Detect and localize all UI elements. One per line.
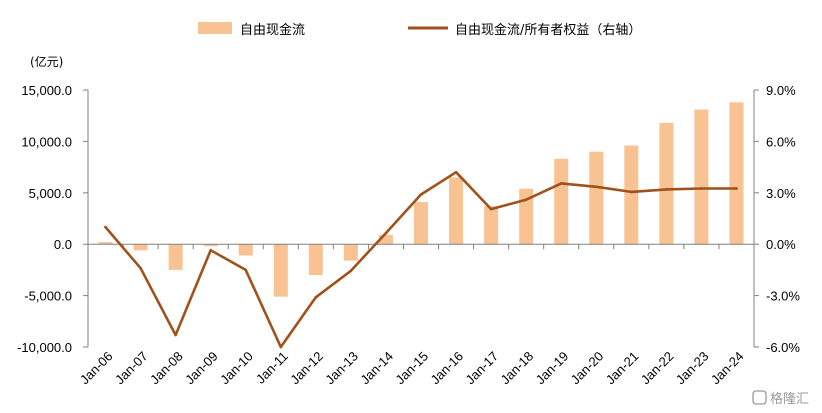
left-tick-label: 0.0 (54, 237, 72, 252)
line-point (665, 188, 668, 191)
line-point (559, 182, 563, 185)
line-point (384, 231, 388, 235)
bar (378, 234, 393, 245)
x-tick-label: Jan-14 (357, 349, 396, 388)
right-tick-label: 0.0% (766, 237, 796, 252)
bar (168, 244, 183, 270)
bar (554, 158, 569, 245)
left-tick-label: -5,000.0 (24, 289, 72, 304)
x-tick-label: Jan-22 (638, 349, 677, 388)
left-tick-label: -10,000.0 (17, 340, 72, 355)
bar (659, 122, 674, 245)
line-point (489, 207, 493, 211)
x-tick-label: Jan-10 (217, 349, 256, 388)
x-tick-label: Jan-15 (392, 349, 431, 388)
bar (414, 202, 428, 245)
line-point (209, 248, 212, 252)
bar (519, 188, 534, 245)
line-point (349, 269, 353, 273)
x-tick-label: Jan-19 (533, 349, 572, 388)
line-point (735, 187, 738, 190)
x-tick-label: Jan-23 (673, 349, 712, 388)
bar (203, 244, 218, 247)
x-tick-label: Jan-12 (287, 349, 326, 388)
right-tick-label: -6.0% (766, 340, 800, 355)
x-tick-label: Jan-08 (147, 349, 186, 388)
line-point (139, 266, 142, 270)
line-point (594, 185, 598, 189)
watermark: 格隆汇 (752, 390, 809, 407)
left-tick-label: 15,000.0 (21, 83, 72, 98)
x-tick-label: Jan-16 (427, 349, 466, 388)
right-tick-label: 3.0% (766, 186, 796, 201)
bar (484, 206, 499, 245)
line-point (524, 198, 528, 201)
bar (308, 244, 323, 276)
bar (98, 242, 113, 245)
x-tick-label: Jan-17 (463, 349, 502, 388)
left-axis-unit: (亿元) (30, 54, 63, 69)
right-tick-label: 9.0% (766, 83, 796, 98)
legend-bar-label: 自由现金流 (240, 22, 305, 38)
bar (729, 102, 744, 245)
plot-area: -10,000.0 -5,000.0 0.0 5,000.0 10,000.0 15,00… (17, 83, 800, 387)
x-tick-label: Jan-18 (498, 349, 537, 388)
bar (343, 244, 358, 261)
x-tick-label: Jan-06 (77, 349, 116, 388)
x-tick-label: Jan-09 (182, 349, 221, 388)
bar (238, 244, 253, 256)
watermark-text: 格隆汇 (770, 391, 809, 407)
line-point (174, 333, 177, 337)
x-tick-label: Jan-13 (322, 349, 361, 388)
legend-line-label: 自由现金流/所有者权益（右轴） (455, 22, 641, 38)
line-point (630, 190, 633, 194)
bar (694, 109, 709, 245)
ratio-line (104, 170, 738, 349)
right-tick-label: -3.0% (766, 289, 800, 304)
x-tick-label: Jan-24 (708, 349, 747, 388)
bar (624, 145, 639, 245)
right-tick-label: 6.0% (766, 134, 796, 149)
bar (133, 244, 148, 251)
line-point (700, 187, 703, 190)
line-point (279, 345, 283, 349)
bar (449, 177, 464, 245)
line-point (419, 193, 423, 196)
x-tick-label: Jan-11 (253, 349, 291, 387)
x-tick-label: Jan-20 (568, 349, 607, 388)
legend-bar-swatch (198, 22, 232, 34)
bar (273, 244, 288, 297)
line-point (314, 296, 318, 299)
left-tick-label: 5,000.0 (29, 186, 72, 201)
x-tick-label: Jan-21 (603, 349, 642, 388)
line-point (244, 268, 248, 272)
watermark-logo-icon (752, 390, 767, 405)
line-point (104, 225, 107, 229)
x-tick-label: Jan-07 (112, 349, 151, 388)
line-point (454, 170, 458, 174)
left-tick-label: 10,000.0 (21, 134, 72, 149)
bar (589, 151, 604, 245)
legend: 自由现金流 自由现金流/所有者权益（右轴） (198, 22, 641, 38)
